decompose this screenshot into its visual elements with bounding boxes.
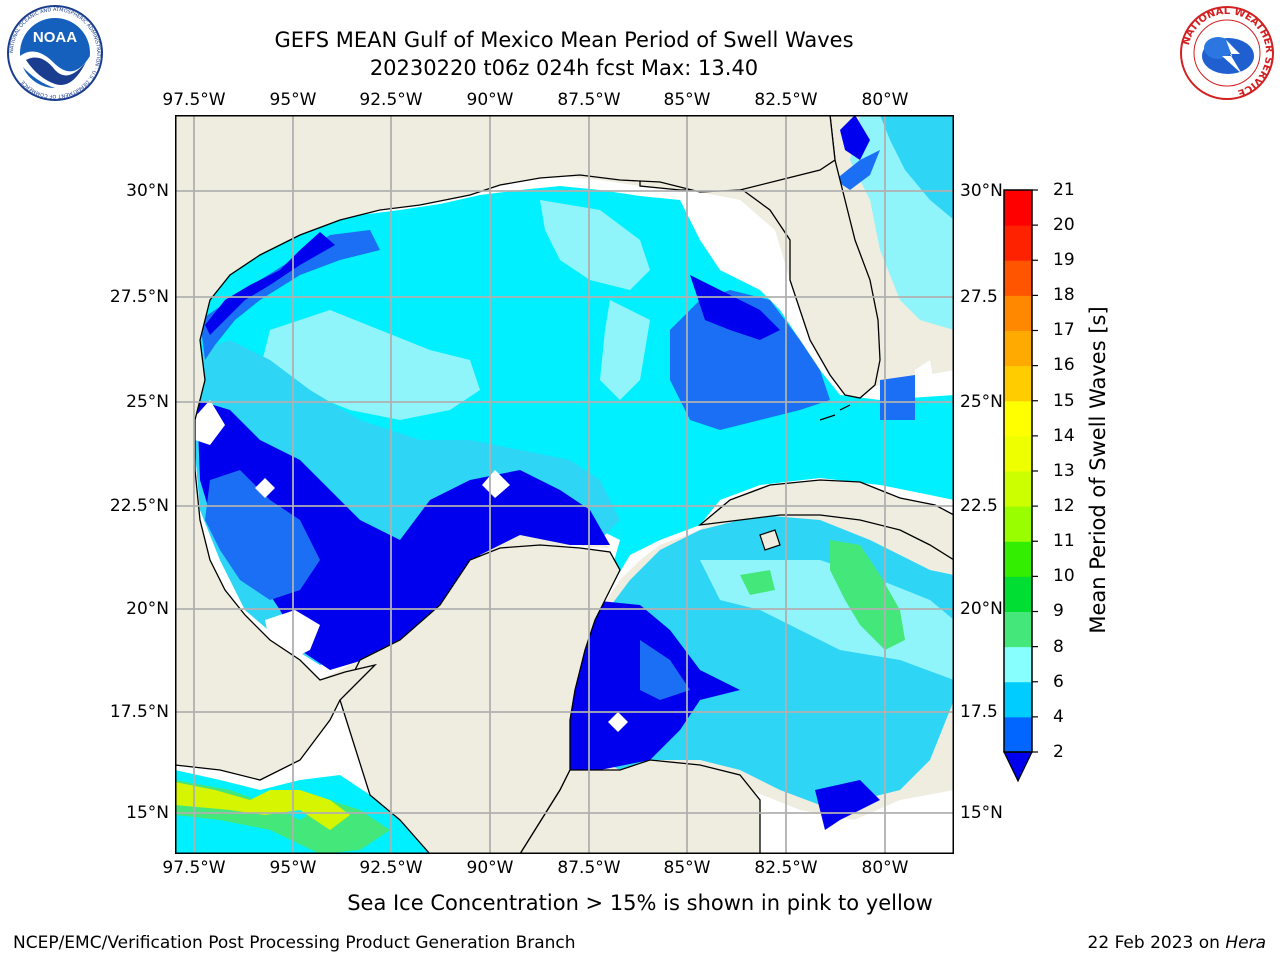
chart-title: GEFS MEAN Gulf of Mexico Mean Period of … bbox=[274, 28, 854, 52]
colorbar-tick: 18 bbox=[1053, 285, 1075, 305]
noaa-logo-text: NOAA bbox=[33, 29, 77, 46]
lat-tick-right: 27.5 bbox=[960, 287, 998, 307]
lon-tick-top: 90°W bbox=[466, 90, 514, 110]
colorbar-tick: 6 bbox=[1053, 672, 1064, 692]
graticule bbox=[175, 115, 954, 854]
colorbar-tick: 13 bbox=[1053, 461, 1075, 481]
chart-subtitle: 20230220 t06z 024h fcst Max: 13.40 bbox=[369, 56, 759, 80]
map-plot bbox=[175, 115, 954, 854]
lon-tick-bottom: 92.5°W bbox=[359, 858, 423, 878]
colorbar-segment bbox=[1004, 365, 1032, 402]
lat-tick-right: 25°N bbox=[960, 392, 1003, 412]
lon-tick-bottom: 85°W bbox=[663, 858, 711, 878]
lat-tick-left: 15°N bbox=[126, 803, 169, 823]
colorbar-segment bbox=[1004, 681, 1032, 718]
lon-tick-top: 85°W bbox=[663, 90, 711, 110]
colorbar-segment bbox=[1004, 716, 1032, 753]
colorbar-tick: 20 bbox=[1053, 215, 1075, 235]
lon-tick-bottom: 82.5°W bbox=[754, 858, 818, 878]
colorbar bbox=[1003, 189, 1038, 783]
colorbar-segment bbox=[1004, 541, 1032, 577]
nws-logo: NATIONAL WEATHER SERVICE bbox=[1180, 6, 1274, 100]
colorbar-tick: 19 bbox=[1053, 250, 1075, 270]
lon-tick-top: 92.5°W bbox=[359, 90, 423, 110]
lat-tick-right: 15°N bbox=[960, 803, 1003, 823]
lat-tick-left: 25°N bbox=[126, 392, 169, 412]
lat-tick-left: 30°N bbox=[126, 181, 169, 201]
lon-tick-bottom: 95°W bbox=[269, 858, 317, 878]
map-frame bbox=[175, 115, 954, 854]
lon-tick-top: 87.5°W bbox=[557, 90, 621, 110]
lat-tick-right: 17.5 bbox=[960, 702, 998, 722]
colorbar-segment bbox=[1004, 330, 1032, 367]
lon-tick-bottom: 97.5°W bbox=[162, 858, 226, 878]
colorbar-tick: 11 bbox=[1053, 531, 1075, 551]
colorbar-tick: 17 bbox=[1053, 320, 1075, 340]
lon-tick-bottom: 90°W bbox=[466, 858, 514, 878]
lon-tick-top: 82.5°W bbox=[754, 90, 818, 110]
lat-tick-left: 20°N bbox=[126, 599, 169, 619]
gulf-blue-east bbox=[670, 290, 830, 430]
lat-tick-left: 17.5°N bbox=[109, 702, 169, 722]
gulf-blue-nw bbox=[200, 230, 380, 360]
lon-tick-top: 97.5°W bbox=[162, 90, 226, 110]
colorbar-tick: 9 bbox=[1053, 601, 1064, 621]
colorbar-segment bbox=[1004, 295, 1032, 331]
lon-tick-bottom: 87.5°W bbox=[557, 858, 621, 878]
lat-tick-left: 22.5°N bbox=[109, 496, 169, 516]
colorbar-segment bbox=[1004, 646, 1032, 683]
lat-tick-left: 27.5°N bbox=[109, 287, 169, 307]
colorbar-tick: 15 bbox=[1053, 391, 1075, 411]
colorbar-tick: 14 bbox=[1053, 426, 1075, 446]
lon-tick-bottom: 80°W bbox=[861, 858, 909, 878]
gulf-light-band bbox=[260, 310, 480, 420]
caribbean-green bbox=[830, 540, 905, 650]
sea-ice-caption: Sea Ice Concentration > 15% is shown in … bbox=[347, 891, 933, 915]
noaa-logo: NOAA NATIONAL OCEANIC AND ATMOSPHERIC AD… bbox=[7, 5, 103, 101]
colorbar-segment bbox=[1004, 576, 1032, 612]
colorbar-tick: 4 bbox=[1053, 707, 1064, 727]
colorbar-tick: 8 bbox=[1053, 637, 1064, 657]
colorbar-tick: 2 bbox=[1053, 742, 1064, 762]
lat-tick-right: 22.5 bbox=[960, 496, 998, 516]
colorbar-under-arrow bbox=[1003, 751, 1033, 783]
colorbar-segment bbox=[1004, 506, 1032, 542]
gulf-darkblue-west bbox=[197, 400, 610, 670]
colorbar-segment bbox=[1004, 260, 1032, 296]
central-america-land bbox=[519, 759, 761, 854]
colorbar-segment bbox=[1004, 400, 1032, 437]
lon-tick-top: 95°W bbox=[269, 90, 317, 110]
colorbar-tick: 21 bbox=[1053, 180, 1075, 200]
colorbar-segment bbox=[1004, 471, 1032, 507]
footer-date: 22 Feb 2023 on Hera bbox=[1087, 933, 1266, 953]
footer-host: Hera bbox=[1225, 933, 1266, 953]
footer-credit: NCEP/EMC/Verification Post Processing Pr… bbox=[13, 933, 576, 953]
colorbar-tick: 12 bbox=[1053, 496, 1075, 516]
colorbar-segment bbox=[1004, 190, 1032, 226]
lat-tick-right: 30°N bbox=[960, 181, 1003, 201]
cuba-land bbox=[697, 479, 954, 561]
colorbar-tick: 16 bbox=[1053, 355, 1075, 375]
colorbar-label: Mean Period of Swell Waves [s] bbox=[1086, 306, 1110, 634]
lon-tick-top: 80°W bbox=[861, 90, 909, 110]
colorbar-segment bbox=[1004, 225, 1032, 261]
lat-tick-right: 20°N bbox=[960, 599, 1003, 619]
colorbar-segment bbox=[1004, 435, 1032, 472]
pacific-yellow bbox=[175, 782, 350, 830]
colorbar-segment bbox=[1004, 611, 1032, 648]
colorbar-tick: 10 bbox=[1053, 566, 1075, 586]
